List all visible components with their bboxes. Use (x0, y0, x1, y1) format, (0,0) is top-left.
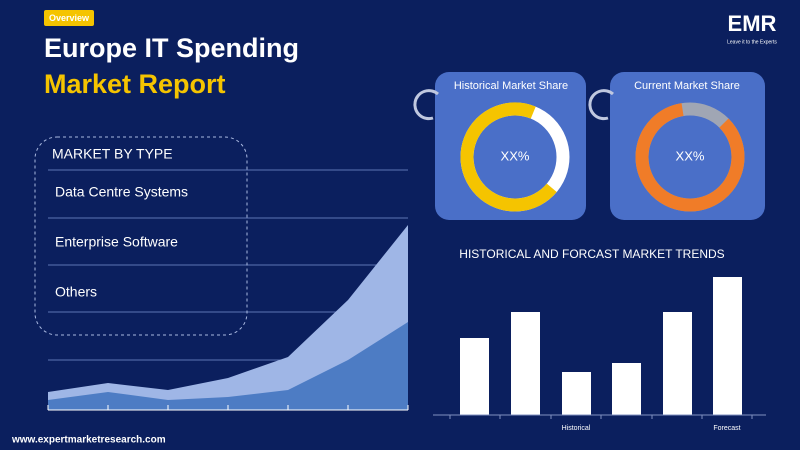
type-item: Enterprise Software (55, 234, 178, 250)
badge-bg (44, 10, 94, 26)
area-axis (47, 405, 409, 411)
card-value: XX% (501, 148, 530, 163)
donut-share (460, 102, 570, 212)
cycle-icon (413, 89, 439, 121)
area-dark (48, 322, 408, 410)
subtitle: Market Report (44, 69, 226, 99)
title: Europe IT Spending (44, 33, 299, 63)
trend-axis (433, 414, 766, 419)
card-title: Historical Market Share (454, 80, 568, 92)
type-item: Data Centre Systems (55, 184, 188, 200)
cycle-icon (588, 89, 614, 121)
type-heading: MARKET BY TYPE (52, 146, 173, 162)
trend-label: Forecast (713, 425, 740, 432)
logo: EMR (728, 11, 777, 36)
type-box (34, 136, 248, 336)
badge: Overview (49, 13, 90, 23)
trend-bars (460, 277, 742, 415)
card-value: XX% (676, 148, 705, 163)
area-light (48, 225, 408, 410)
footer-url: www.expertmarketresearch.com (11, 435, 166, 446)
logo-tagline: Leave it to the Experts (727, 39, 777, 45)
card-title: Current Market Share (634, 80, 740, 92)
trends-title: HISTORICAL AND FORCAST MARKET TRENDS (459, 247, 724, 261)
type-item: Others (55, 284, 97, 300)
trend-label: Historical (562, 425, 591, 432)
